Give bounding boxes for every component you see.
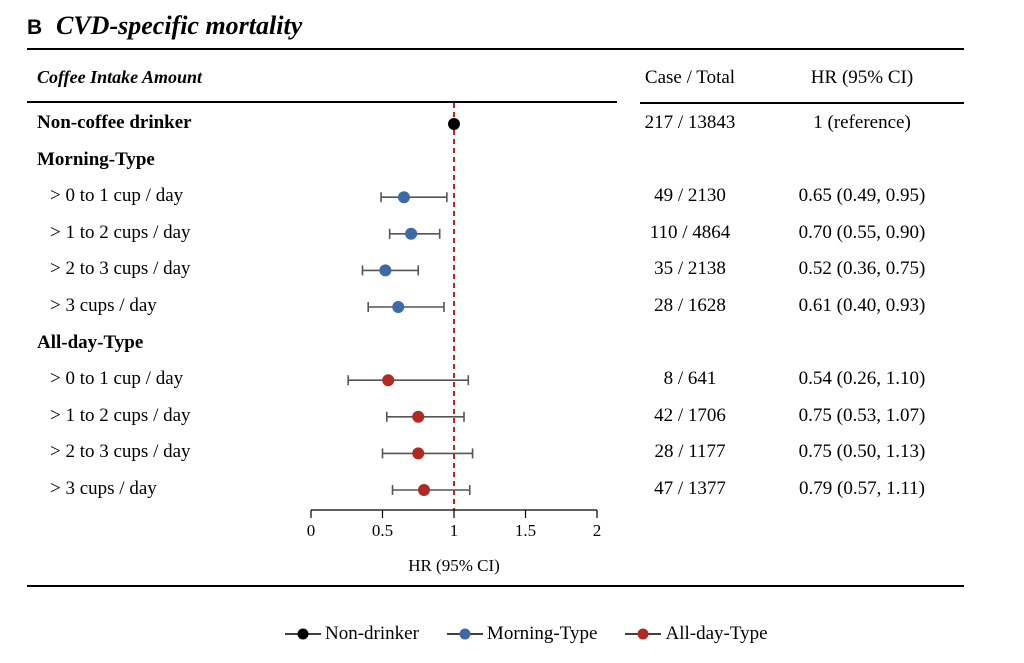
row-label: > 2 to 3 cups / day bbox=[50, 258, 191, 280]
legend-item: All-day-Type bbox=[625, 623, 768, 645]
row-label: > 0 to 1 cup / day bbox=[50, 368, 184, 390]
x-tick-label: 0 bbox=[307, 521, 316, 540]
legend-swatch bbox=[285, 628, 321, 640]
column-header-hr: HR (95% CI) bbox=[810, 67, 914, 88]
case-total-cell: 35 / 2138 bbox=[654, 258, 726, 280]
case-total-cell: 8 / 641 bbox=[663, 368, 717, 390]
hr-point bbox=[379, 264, 392, 277]
row-label: > 1 to 2 cups / day bbox=[50, 404, 191, 426]
case-total-cell: 110 / 4864 bbox=[649, 221, 731, 243]
hr-point bbox=[412, 410, 425, 423]
hr-cell: 0.75 (0.53, 1.07) bbox=[798, 404, 926, 426]
bottom-rule bbox=[27, 585, 964, 587]
row-label: > 3 cups / day bbox=[50, 295, 157, 316]
hr-point bbox=[448, 118, 460, 130]
legend-label: Morning-Type bbox=[486, 623, 598, 644]
hr-point bbox=[405, 227, 418, 240]
row-label: > 1 to 2 cups / day bbox=[50, 221, 191, 243]
legend-item: Morning-Type bbox=[446, 623, 598, 645]
legend-label: Non-drinker bbox=[325, 623, 419, 644]
hr-point bbox=[392, 301, 405, 313]
header-rule-left bbox=[27, 101, 617, 103]
x-tick-label: 2 bbox=[593, 521, 602, 540]
hr-cell: 0.61 (0.40, 0.93) bbox=[798, 295, 926, 316]
x-axis-label: HR (95% CI) bbox=[408, 556, 500, 575]
case-total-cell: 49 / 2130 bbox=[654, 185, 726, 207]
row-label: > 0 to 1 cup / day bbox=[50, 185, 184, 207]
panel-letter: B bbox=[27, 16, 43, 39]
case-total-cell: 28 / 1177 bbox=[654, 441, 726, 463]
case-total-cell: 42 / 1706 bbox=[654, 404, 726, 426]
group-label: Morning-Type bbox=[37, 148, 155, 170]
hr-point bbox=[417, 484, 430, 496]
hr-cell: 0.52 (0.36, 0.75) bbox=[798, 258, 926, 280]
x-tick-label: 1 bbox=[450, 521, 459, 540]
x-tick-label: 0.5 bbox=[372, 521, 393, 540]
case-total-cell: 47 / 1377 bbox=[654, 478, 726, 499]
column-header-case-total: Case / Total bbox=[644, 67, 736, 88]
legend-item: Non-drinker bbox=[285, 623, 419, 645]
case-total-cell: 217 / 13843 bbox=[644, 112, 736, 133]
case-total-cell: 28 / 1628 bbox=[654, 295, 726, 316]
hr-cell: 1 (reference) bbox=[813, 112, 911, 133]
legend-label: All-day-Type bbox=[665, 623, 768, 644]
group-label: All-day-Type bbox=[37, 331, 144, 353]
legend-swatch bbox=[625, 628, 662, 640]
panel-title: CVD-specific mortality bbox=[56, 11, 303, 40]
legend-swatch bbox=[446, 628, 483, 640]
hr-cell: 0.79 (0.57, 1.11) bbox=[799, 478, 925, 499]
column-header-amount: Coffee Intake Amount bbox=[37, 67, 203, 87]
hr-cell: 0.54 (0.26, 1.10) bbox=[798, 368, 926, 390]
top-rule bbox=[27, 48, 964, 50]
row-label: > 2 to 3 cups / day bbox=[50, 441, 191, 463]
x-tick-label: 1.5 bbox=[515, 521, 536, 540]
hr-point bbox=[382, 374, 395, 387]
hr-cell: 0.75 (0.50, 1.13) bbox=[798, 441, 926, 463]
group-label: Non-coffee drinker bbox=[37, 112, 192, 133]
hr-cell: 0.65 (0.49, 0.95) bbox=[798, 185, 926, 207]
header-rule-right bbox=[640, 102, 964, 104]
hr-point bbox=[412, 447, 425, 460]
legend: Non-drinker Morning-Type All-day-Type bbox=[285, 620, 768, 648]
hr-point bbox=[397, 191, 410, 204]
hr-cell: 0.70 (0.55, 0.90) bbox=[798, 221, 926, 243]
row-label: > 3 cups / day bbox=[50, 478, 157, 499]
